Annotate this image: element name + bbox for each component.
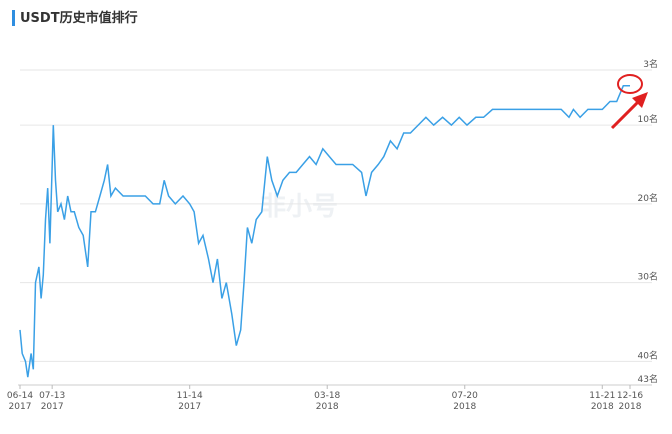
x-tick-year: 2017: [41, 402, 64, 412]
x-tick-year: 2018: [619, 402, 642, 412]
rank-line: [19, 85, 630, 378]
y-tick-label: 3名: [643, 58, 658, 70]
x-tick-year: 2018: [316, 402, 339, 412]
arrow-head: [632, 92, 648, 108]
x-tick-label: 07-13: [39, 391, 65, 401]
x-tick-label: 12-16: [617, 391, 643, 401]
x-tick-year: 2018: [453, 402, 476, 412]
y-tick-label: 30名: [638, 271, 658, 283]
y-tick-label: 40名: [638, 349, 658, 361]
highlight-circle: [617, 74, 643, 94]
arrow-shaft: [610, 98, 642, 130]
plot: 3名10名20名30名40名43名06-14201707-13201711-14…: [7, 58, 658, 412]
x-tick-label: 06-14: [7, 391, 33, 401]
chart-title: USDT历史市值排行: [20, 10, 138, 26]
x-tick-year: 2017: [9, 402, 32, 412]
x-tick-label: 11-21: [589, 391, 615, 401]
y-tick-label: 10名: [638, 113, 658, 125]
x-tick-label: 03-18: [314, 391, 340, 401]
title-marker: [12, 10, 15, 26]
watermark: 非小号: [260, 192, 338, 222]
x-tick-label: 11-14: [177, 391, 203, 401]
x-tick-year: 2018: [591, 402, 614, 412]
y-tick-label: 20名: [638, 192, 658, 204]
x-tick-year: 2017: [178, 402, 201, 412]
x-tick-label: 07-20: [452, 391, 478, 401]
y-tick-label: 43名: [638, 373, 658, 385]
